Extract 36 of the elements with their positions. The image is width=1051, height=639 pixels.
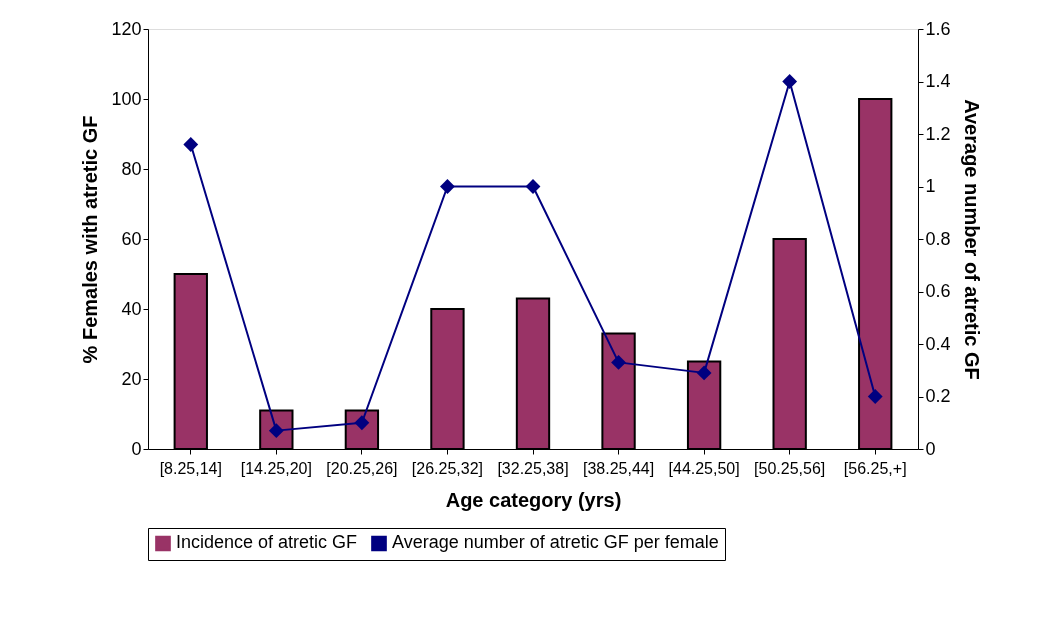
x-tick-label: [26.25,32] (411, 459, 484, 477)
y-tick-label: 60 (121, 228, 142, 249)
point (782, 74, 798, 89)
y2-tick-label: 0 (925, 438, 936, 459)
y2-tick-label: 0.6 (925, 281, 951, 301)
x-tick-label: [14.25,20] (240, 459, 312, 477)
y-tick-label: 80 (121, 158, 142, 179)
y2-tick-label: 1.2 (925, 123, 951, 144)
legend-label: Incidence of atretic GF (176, 532, 358, 553)
y-tick-label: 100 (111, 88, 142, 109)
legend-label: Average number of atretic GF per female (392, 532, 719, 553)
y-axis-title: % Females with atretic GF (79, 115, 102, 364)
point (696, 365, 712, 381)
y2-axis-title: Average number of atretic GF (960, 99, 983, 380)
y2-tick-label: 1 (925, 176, 936, 196)
y-tick-label: 120 (111, 18, 142, 39)
y-tick-label: 20 (121, 368, 142, 389)
y-tick-label: 0 (131, 438, 142, 459)
x-tick-label: [50.25,56] (754, 459, 826, 477)
y2-tick-label: 0.8 (925, 228, 951, 249)
y2-tick-label: 1.4 (925, 71, 951, 91)
x-tick-label: [38.25,44] (582, 459, 655, 477)
y2-tick-label: 0.4 (925, 333, 951, 354)
y2-tick-label: 1.6 (925, 18, 951, 39)
x-tick-label: [56.25,+] (843, 459, 907, 477)
x-tick-label: [8.25,14] (159, 459, 222, 477)
y-tick-label: 40 (121, 298, 142, 319)
point (611, 354, 626, 370)
point (867, 389, 883, 404)
y2-tick-label: 0.2 (925, 386, 951, 406)
x-tick-label: [32.25,38] (497, 459, 569, 477)
x-tick-label: [20.25,26] (326, 459, 398, 477)
x-tick-label: [44.25,50] (668, 459, 740, 477)
point (183, 137, 199, 152)
point (440, 179, 455, 194)
x-axis-title: Age category (yrs) (445, 488, 622, 511)
